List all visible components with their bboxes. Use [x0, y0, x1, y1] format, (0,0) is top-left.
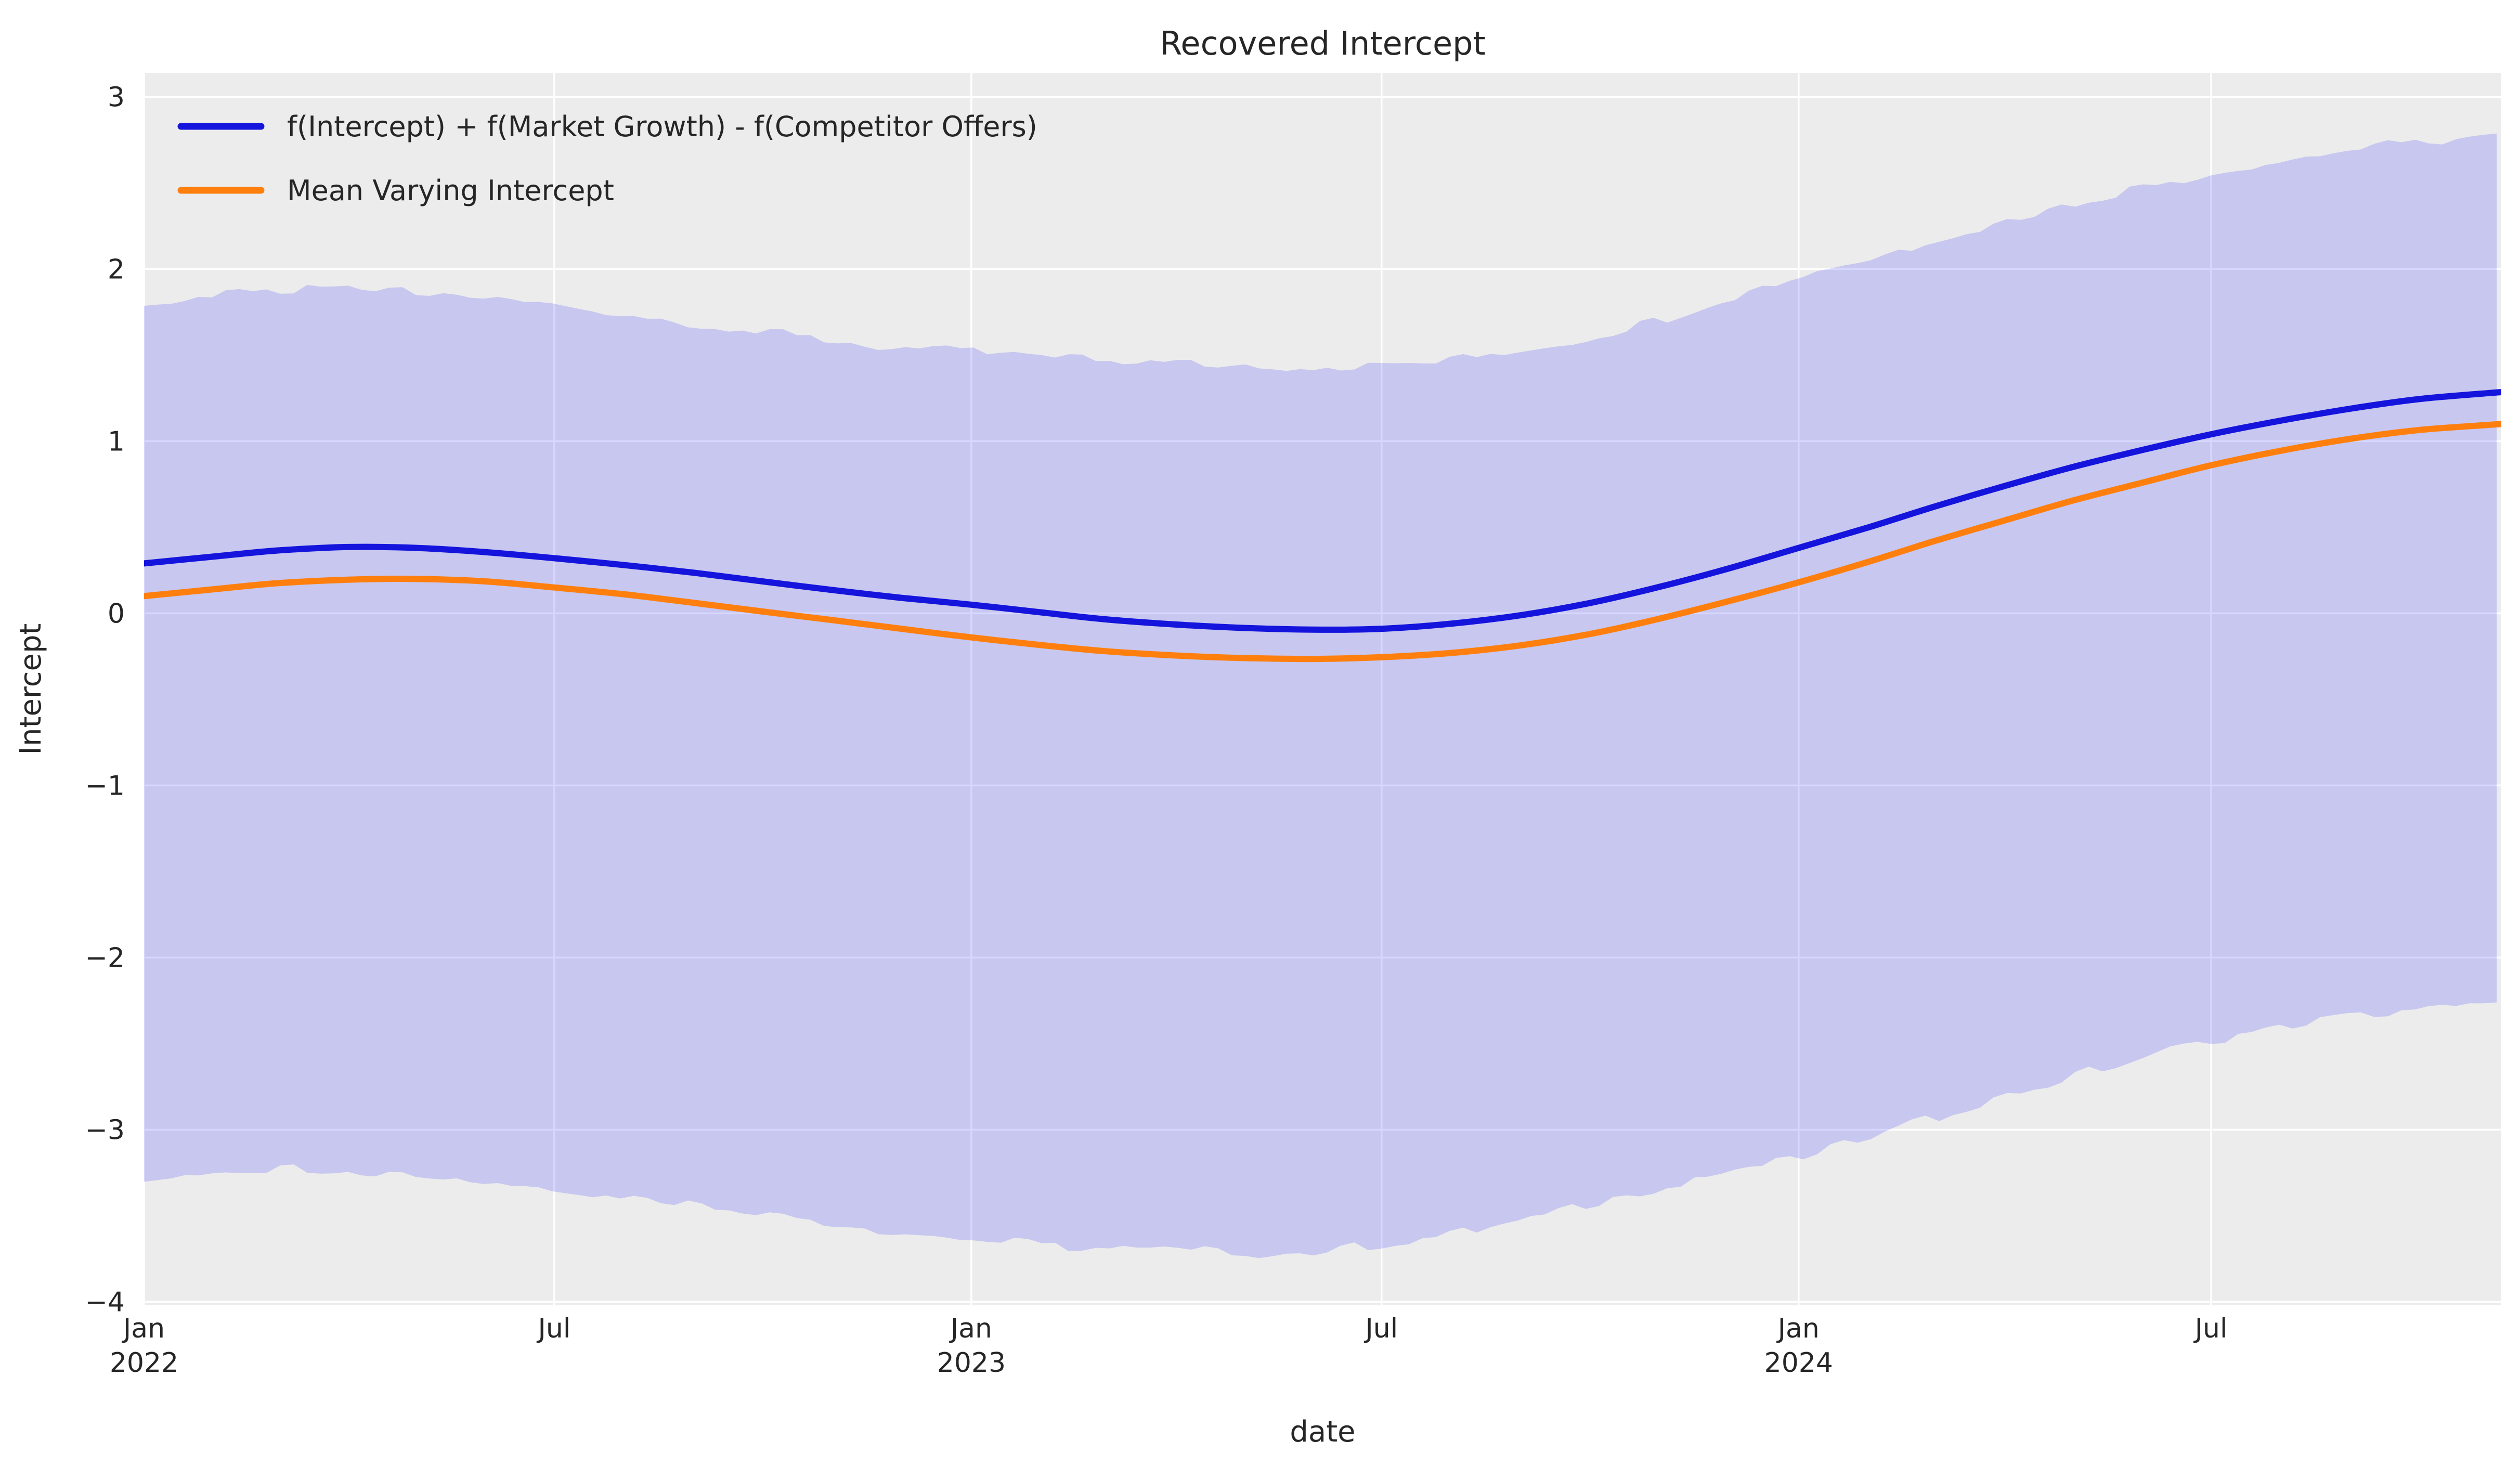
x-tick-year-label: 2022: [110, 1347, 178, 1379]
series-line-0: [144, 389, 2501, 633]
legend-label-0: f(Intercept) + f(Market Growth) - f(Comp…: [287, 110, 1037, 143]
y-tick-label: 1: [108, 426, 125, 457]
x-tick-year-label: 2024: [1764, 1347, 1833, 1379]
series-line-1: [144, 421, 2501, 663]
y-tick-label: 3: [108, 82, 125, 113]
y-tick-label: 0: [108, 598, 125, 629]
legend-label-1: Mean Varying Intercept: [287, 174, 614, 207]
y-tick-label: −1: [85, 770, 125, 801]
x-tick-label: Jul: [537, 1313, 571, 1344]
plot-layer: [144, 133, 2501, 1258]
y-tick-label: 2: [108, 254, 125, 285]
x-axis-label: date: [1290, 1415, 1355, 1449]
x-tick-label: Jan: [122, 1313, 165, 1344]
x-tick-label: Jul: [1363, 1313, 1398, 1344]
y-axis-label: Intercept: [14, 624, 48, 755]
x-tick-label: Jan: [949, 1313, 992, 1344]
plot-area: [144, 73, 2501, 1305]
x-tick-label: Jul: [2193, 1313, 2228, 1344]
chart-title: Recovered Intercept: [1160, 24, 1486, 62]
legend: f(Intercept) + f(Market Growth) - f(Comp…: [177, 110, 1037, 207]
x-tick-year-label: 2023: [937, 1347, 1006, 1379]
y-tick-label: −4: [85, 1287, 125, 1318]
grid: [143, 73, 2501, 1305]
y-tick-label: −3: [85, 1114, 125, 1146]
y-tick-label: −2: [85, 942, 125, 973]
x-tick-label: Jan: [1776, 1313, 1820, 1344]
confidence-band: [144, 133, 2497, 1258]
